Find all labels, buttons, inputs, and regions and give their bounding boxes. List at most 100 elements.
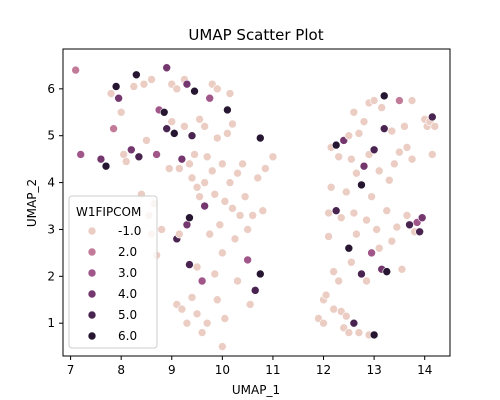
scatter-point xyxy=(357,269,366,279)
scatter-point xyxy=(218,342,227,351)
y-tick-label: 5 xyxy=(47,129,55,143)
scatter-point xyxy=(349,208,359,218)
legend-label: 2.0 xyxy=(118,245,137,259)
scatter-point xyxy=(172,84,182,94)
scatter-point xyxy=(407,154,417,164)
scatter-point xyxy=(192,309,202,319)
scatter-point xyxy=(344,131,354,141)
scatter-point xyxy=(109,124,118,133)
scatter-point xyxy=(210,189,220,199)
scatter-point xyxy=(253,173,263,183)
scatter-point xyxy=(334,152,344,162)
scatter-point xyxy=(126,145,136,155)
y-tick-label: 3 xyxy=(47,222,55,236)
scatter-point xyxy=(326,182,336,192)
scatter-point xyxy=(347,257,356,267)
scatter-point xyxy=(114,93,123,103)
y-tick-label: 2 xyxy=(47,269,55,283)
y-tick-label: 1 xyxy=(47,316,55,330)
scatter-point xyxy=(96,154,106,164)
x-tick-label: 7 xyxy=(67,363,75,377)
scatter-point xyxy=(129,82,139,91)
scatter-point xyxy=(336,213,346,223)
scatter-point xyxy=(200,178,209,187)
scatter-point xyxy=(407,96,417,105)
scatter-point xyxy=(369,330,379,340)
scatter-point xyxy=(142,136,151,145)
scatter-point xyxy=(324,208,333,218)
scatter-point xyxy=(218,248,227,258)
scatter-point xyxy=(202,318,212,328)
scatter-point xyxy=(352,229,361,239)
scatter-point xyxy=(200,122,209,131)
scatter-point xyxy=(175,229,184,239)
scatter-point xyxy=(261,164,270,173)
scatter-point xyxy=(400,122,409,131)
scatter-point xyxy=(212,295,222,305)
scatter-point xyxy=(349,318,359,328)
scatter-point xyxy=(223,129,232,138)
points-layer xyxy=(71,63,440,351)
scatter-point xyxy=(169,129,179,138)
legend-title: W1FIPCOM xyxy=(76,205,141,219)
scatter-point xyxy=(395,96,404,105)
y-tick-label: 6 xyxy=(47,82,55,96)
scatter-point xyxy=(220,197,230,206)
scatter-point xyxy=(228,204,237,213)
scatter-point xyxy=(101,161,111,171)
scatter-point xyxy=(377,103,387,112)
scatter-point xyxy=(395,147,404,157)
scatter-point xyxy=(341,187,351,197)
scatter-point xyxy=(205,93,215,103)
x-tick-label: 8 xyxy=(117,363,125,377)
scatter-point xyxy=(268,152,278,162)
legend-items: -1.0 2.0 3.0 4.0 5.0 6.0 xyxy=(87,224,141,343)
scatter-point xyxy=(187,293,197,302)
scatter-point xyxy=(402,143,412,152)
scatter-point xyxy=(334,276,344,286)
scatter-point xyxy=(134,152,144,162)
scatter-point xyxy=(329,304,338,314)
legend-label: 5.0 xyxy=(118,308,137,322)
scatter-point xyxy=(121,157,131,166)
scatter-point xyxy=(192,182,202,192)
scatter-point xyxy=(177,154,187,164)
scatter-point xyxy=(230,234,240,244)
scatter-point xyxy=(228,119,237,129)
scatter-point xyxy=(379,91,389,101)
scatter-point xyxy=(192,262,202,272)
scatter-point xyxy=(359,161,369,171)
scatter-point xyxy=(379,124,389,133)
scatter-point xyxy=(197,328,207,337)
legend-label: 4.0 xyxy=(118,287,137,301)
scatter-point xyxy=(111,82,121,91)
legend-swatch xyxy=(87,226,97,236)
scatter-point xyxy=(205,229,215,239)
scatter-point xyxy=(76,150,86,159)
scatter-point xyxy=(200,201,209,211)
scatter-point xyxy=(329,267,338,276)
scatter-point xyxy=(362,276,371,286)
scatter-point xyxy=(132,70,141,80)
scatter-point xyxy=(212,133,222,143)
scatter-point xyxy=(341,311,351,321)
scatter-point xyxy=(190,150,199,159)
x-tick-label: 14 xyxy=(417,363,432,377)
scatter-point xyxy=(210,269,220,279)
scatter-point xyxy=(185,213,194,223)
scatter-point xyxy=(162,124,172,133)
scatter-point xyxy=(344,328,354,337)
legend-swatch xyxy=(87,289,97,299)
scatter-point xyxy=(167,117,177,126)
scatter-point xyxy=(255,133,265,143)
scatter-point xyxy=(218,159,227,169)
x-tick-label: 9 xyxy=(168,363,176,377)
legend-label: 6.0 xyxy=(118,329,137,343)
x-tick-label: 11 xyxy=(265,363,280,377)
scatter-point xyxy=(319,318,328,328)
scatter-point xyxy=(392,222,402,232)
scatter-point xyxy=(233,276,242,286)
scatter-point xyxy=(369,145,379,155)
